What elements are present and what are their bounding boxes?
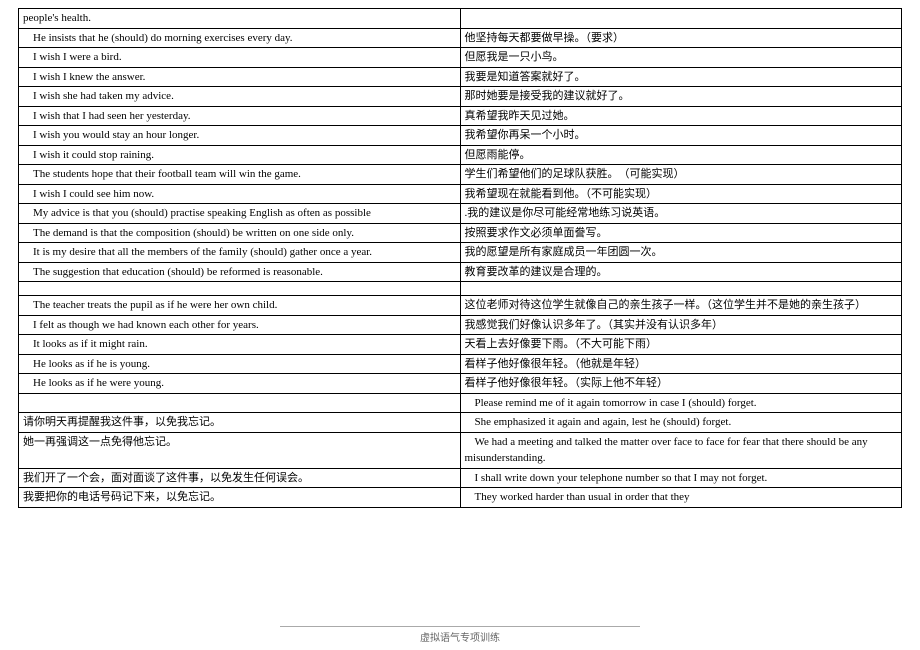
cell-chinese: They worked harder than usual in order t… [460,488,902,508]
cell-english: The suggestion that education (should) b… [19,262,461,282]
cell-english: people's health. [19,9,461,29]
table-row: He looks as if he were young.看样子他好像很年轻。（… [19,374,902,394]
cell-english: The demand is that the composition (shou… [19,223,461,243]
cell-chinese: 教育要改革的建议是合理的。 [460,262,902,282]
cell-english: 她一再强调这一点免得他忘记。 [19,432,461,468]
table-row: The teacher treats the pupil as if he we… [19,296,902,316]
table-row: I wish I could see him now.我希望现在就能看到他。（不… [19,184,902,204]
cell-english: He insists that he (should) do morning e… [19,28,461,48]
cell-english: I wish I knew the answer. [19,67,461,87]
cell-english: I wish it could stop raining. [19,145,461,165]
cell-english: 我们开了一个会，面对面谈了这件事，以免发生任何误会。 [19,468,461,488]
cell-english: He looks as if he is young. [19,354,461,374]
cell-chinese: 看样子他好像很年轻。（他就是年轻） [460,354,902,374]
cell-chinese: 那时她要是接受我的建议就好了。 [460,87,902,107]
cell-english: My advice is that you (should) practise … [19,204,461,224]
cell-chinese: 真希望我昨天见过她。 [460,106,902,126]
table-row: 她一再强调这一点免得他忘记。We had a meeting and talke… [19,432,902,468]
table-row: I felt as though we had known each other… [19,315,902,335]
footer-divider [280,626,640,627]
cell-english: The teacher treats the pupil as if he we… [19,296,461,316]
table-row: The demand is that the composition (shou… [19,223,902,243]
cell-chinese: 但愿雨能停。 [460,145,902,165]
table-row [19,282,902,296]
cell-english: 我要把你的电话号码记下来，以免忘记。 [19,488,461,508]
table-row: I wish it could stop raining.但愿雨能停。 [19,145,902,165]
table-row: I wish you would stay an hour longer.我希望… [19,126,902,146]
cell-chinese [460,282,902,296]
cell-english: The students hope that their football te… [19,165,461,185]
cell-chinese: 我希望现在就能看到他。（不可能实现） [460,184,902,204]
table-row: I wish that I had seen her yesterday.真希望… [19,106,902,126]
table-row: 请你明天再提醒我这件事，以免我忘记。She emphasized it agai… [19,413,902,433]
cell-chinese: 我希望你再呆一个小时。 [460,126,902,146]
cell-english: I wish she had taken my advice. [19,87,461,107]
table-row: It is my desire that all the members of … [19,243,902,263]
cell-english: It looks as if it might rain. [19,335,461,355]
cell-english [19,393,461,413]
cell-chinese: 但愿我是一只小鸟。 [460,48,902,68]
cell-chinese: 我要是知道答案就好了。 [460,67,902,87]
grammar-table: people's health.He insists that he (shou… [18,8,902,508]
cell-chinese [460,9,902,29]
cell-chinese: 他坚持每天都要做早操。（要求） [460,28,902,48]
table-row: The students hope that their football te… [19,165,902,185]
cell-chinese: We had a meeting and talked the matter o… [460,432,902,468]
table-row: 我要把你的电话号码记下来，以免忘记。They worked harder tha… [19,488,902,508]
table-row: It looks as if it might rain.天看上去好像要下雨。（… [19,335,902,355]
table-row: The suggestion that education (should) b… [19,262,902,282]
cell-english: It is my desire that all the members of … [19,243,461,263]
cell-english: 请你明天再提醒我这件事，以免我忘记。 [19,413,461,433]
cell-chinese: 看样子他好像很年轻。（实际上他不年轻） [460,374,902,394]
table-row: I wish I knew the answer.我要是知道答案就好了。 [19,67,902,87]
table-row: My advice is that you (should) practise … [19,204,902,224]
cell-chinese: I shall write down your telephone number… [460,468,902,488]
footer-text: 虚拟语气专项训练 [420,633,500,644]
table-row: I wish she had taken my advice.那时她要是接受我的… [19,87,902,107]
cell-chinese: She emphasized it again and again, lest … [460,413,902,433]
cell-chinese: 按照要求作文必须单面誊写。 [460,223,902,243]
table-row: Please remind me of it again tomorrow in… [19,393,902,413]
cell-chinese: 这位老师对待这位学生就像自己的亲生孩子一样。（这位学生并不是她的亲生孩子） [460,296,902,316]
cell-chinese: 我的愿望是所有家庭成员一年团圆一次。 [460,243,902,263]
table-row: people's health. [19,9,902,29]
table-row: He looks as if he is young.看样子他好像很年轻。（他就… [19,354,902,374]
cell-chinese: 学生们希望他们的足球队获胜。 （可能实现） [460,165,902,185]
cell-english: I wish you would stay an hour longer. [19,126,461,146]
cell-english: I wish I were a bird. [19,48,461,68]
table-row: 我们开了一个会，面对面谈了这件事，以免发生任何误会。I shall write … [19,468,902,488]
cell-english: I wish that I had seen her yesterday. [19,106,461,126]
table-row: He insists that he (should) do morning e… [19,28,902,48]
cell-chinese: .我的建议是你尽可能经常地练习说英语。 [460,204,902,224]
cell-english: I wish I could see him now. [19,184,461,204]
cell-chinese: 我感觉我们好像认识多年了。（其实并没有认识多年） [460,315,902,335]
cell-chinese: Please remind me of it again tomorrow in… [460,393,902,413]
table-row: I wish I were a bird.但愿我是一只小鸟。 [19,48,902,68]
cell-english [19,282,461,296]
cell-english: He looks as if he were young. [19,374,461,394]
cell-chinese: 天看上去好像要下雨。（不大可能下雨） [460,335,902,355]
page-footer: 虚拟语气专项训练 [0,626,920,644]
cell-english: I felt as though we had known each other… [19,315,461,335]
